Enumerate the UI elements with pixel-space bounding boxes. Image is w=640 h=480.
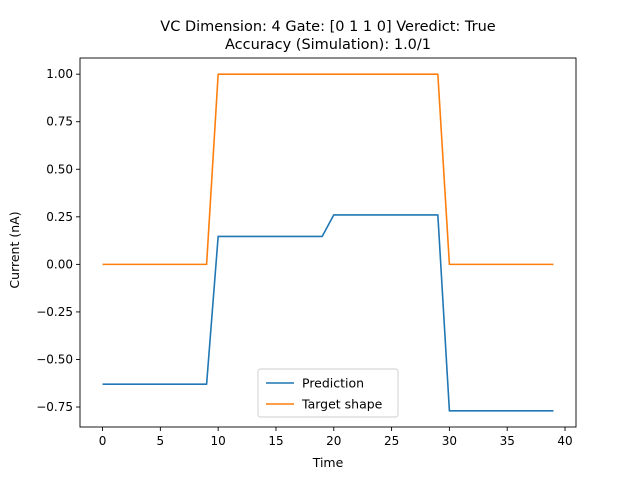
x-tick-label-1: 5 bbox=[157, 434, 165, 448]
legend-label-1: Target shape bbox=[301, 397, 383, 412]
y-tick-label-0: −0.75 bbox=[36, 400, 73, 414]
series-line-0 bbox=[102, 214, 554, 412]
y-tick-label-2: −0.25 bbox=[36, 305, 73, 319]
x-axis-label: Time bbox=[312, 455, 344, 470]
y-tick-label-3: 0.00 bbox=[46, 257, 73, 271]
x-tick-label-6: 30 bbox=[442, 434, 457, 448]
x-tick-label-5: 25 bbox=[384, 434, 399, 448]
legend-label-0: Prediction bbox=[302, 376, 364, 391]
y-tick-label-6: 0.75 bbox=[46, 115, 73, 129]
chart-title-line2: Accuracy (Simulation): 1.0/1 bbox=[225, 37, 431, 53]
plot-area: 0 5 10 15 20 25 30 35 40 −0.75 −0.50 −0.25 0.00 0.25 0… bbox=[36, 57, 577, 448]
x-tick-label-2: 10 bbox=[211, 434, 226, 448]
x-tick-label-8: 40 bbox=[557, 434, 572, 448]
y-tick-label-7: 1.00 bbox=[46, 67, 73, 81]
axes-frame bbox=[79, 57, 577, 428]
series-line-1 bbox=[102, 73, 554, 266]
y-tick-label-1: −0.50 bbox=[36, 352, 73, 366]
x-tick-label-4: 20 bbox=[326, 434, 341, 448]
chart-title-line1: VC Dimension: 4 Gate: [0 1 1 0] Veredict… bbox=[160, 19, 495, 35]
y-tick-label-4: 0.25 bbox=[46, 210, 73, 224]
y-axis-label: Current (nA) bbox=[7, 211, 22, 288]
x-tick-label-7: 35 bbox=[500, 434, 515, 448]
x-tick-label-3: 15 bbox=[268, 434, 283, 448]
legend-box bbox=[257, 368, 399, 418]
x-tick-label-0: 0 bbox=[99, 434, 107, 448]
y-tick-label-5: 0.50 bbox=[46, 162, 73, 176]
